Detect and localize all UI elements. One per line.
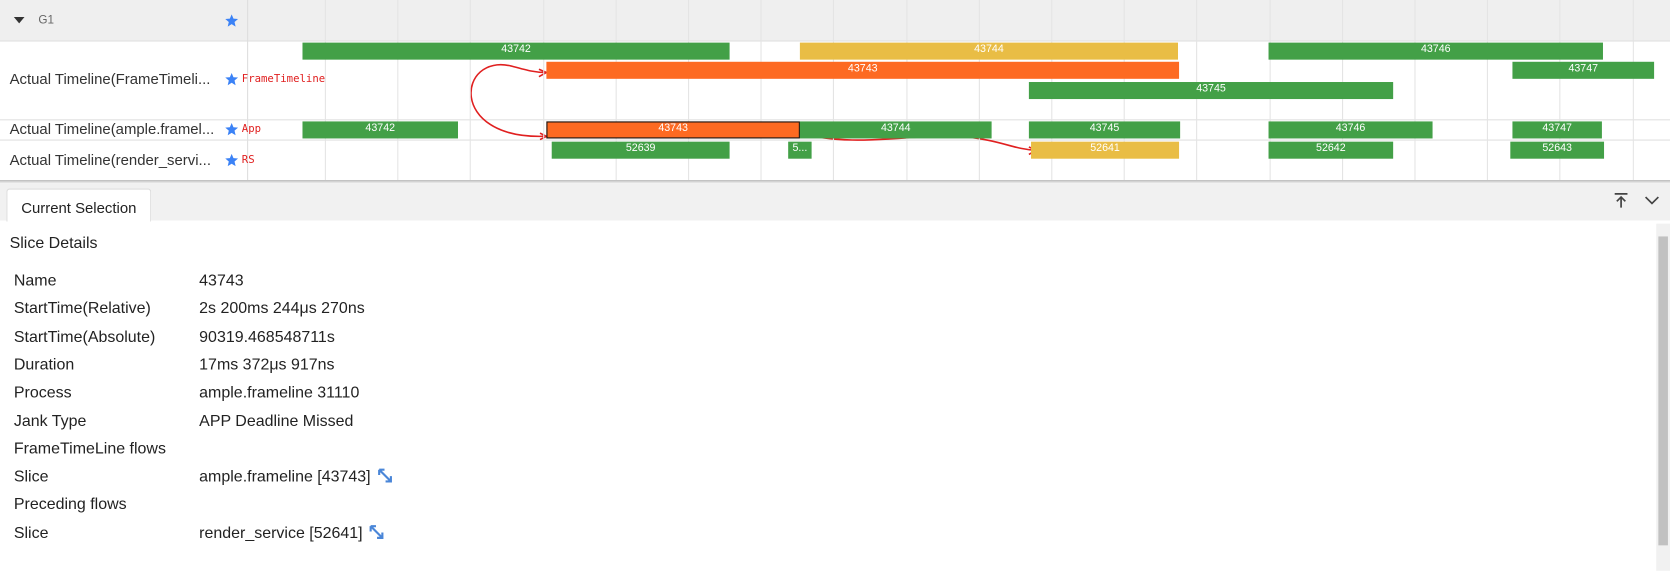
- tab-bar: [0, 183, 1670, 221]
- slice[interactable]: 43747: [1512, 121, 1602, 139]
- slice[interactable]: 43744: [799, 42, 1179, 60]
- detail-key: FrameTimeLine flows: [13, 439, 166, 458]
- detail-key: Process: [13, 383, 72, 402]
- star-icon[interactable]: [225, 153, 239, 172]
- slice[interactable]: 43745: [1028, 121, 1181, 139]
- detail-key: Slice: [13, 523, 49, 542]
- star-icon[interactable]: [225, 14, 239, 28]
- star-icon[interactable]: [225, 72, 239, 91]
- slice[interactable]: 43746: [1268, 121, 1433, 139]
- detail-value: ample.frameline 31110: [199, 383, 360, 402]
- row-tag: FrameTimeline: [241, 73, 326, 86]
- detail-key: Jank Type: [13, 411, 87, 430]
- star-icon[interactable]: [225, 122, 239, 141]
- slice[interactable]: 43743: [546, 121, 800, 139]
- shadow: [0, 180, 1670, 184]
- tab[interactable]: Current Selection: [6, 188, 152, 222]
- grid-line: [760, 0, 762, 181]
- grid-line: [397, 0, 399, 181]
- detail-key: Duration: [13, 355, 75, 374]
- grid-line: [1414, 0, 1416, 181]
- detail-value: 90319.468548711s: [199, 327, 335, 346]
- detail-key: Slice: [13, 467, 49, 486]
- slice[interactable]: 43746: [1268, 42, 1603, 60]
- grid-line: [615, 0, 617, 181]
- row-border: [0, 119, 1670, 121]
- slice[interactable]: 52643: [1510, 141, 1605, 159]
- detail-value: 17ms 372μs 917ns: [199, 355, 335, 374]
- collapse-panel-icon[interactable]: [1644, 195, 1660, 206]
- grid-line: [469, 0, 471, 181]
- detail-key: StartTime(Absolute): [13, 327, 156, 346]
- slice[interactable]: 43747: [1512, 61, 1655, 79]
- scrollbar[interactable]: [1656, 223, 1670, 571]
- slice[interactable]: 52641: [1031, 141, 1180, 159]
- detail-value: ample.frameline [43743]: [199, 467, 371, 486]
- detail-key: Name: [13, 271, 57, 290]
- jump-link[interactable]: [369, 524, 386, 546]
- detail-value: APP Deadline Missed: [199, 411, 354, 430]
- slice[interactable]: 43744: [799, 121, 992, 139]
- slice[interactable]: 43742: [302, 42, 730, 60]
- slice[interactable]: 5...: [788, 141, 812, 159]
- slice[interactable]: 43742: [302, 121, 458, 139]
- slice[interactable]: 43745: [1028, 82, 1394, 100]
- row-label: Actual Timeline(ample.framel...: [9, 120, 215, 138]
- grid-line: [906, 0, 908, 181]
- grid-line: [1632, 0, 1634, 181]
- collapse-icon[interactable]: [13, 15, 26, 26]
- grid-line: [978, 0, 980, 181]
- grid-line: [1559, 0, 1561, 181]
- detail-value: 2s 200ms 244μs 270ns: [199, 299, 365, 318]
- grid-line: [688, 0, 690, 181]
- jump-link[interactable]: [377, 468, 394, 490]
- detail-value: 43743: [199, 271, 244, 290]
- slice[interactable]: 43743: [546, 61, 1180, 79]
- grid-line: [1486, 0, 1488, 181]
- slice[interactable]: 52642: [1268, 141, 1394, 159]
- divider: [247, 0, 249, 181]
- group-name: G1: [38, 13, 54, 27]
- row-tag: App: [241, 123, 262, 136]
- row-border: [0, 139, 1670, 141]
- detail-key: Preceding flows: [13, 495, 127, 514]
- pin-icon[interactable]: [1614, 192, 1629, 208]
- detail-key: StartTime(Relative): [13, 299, 151, 318]
- grid-line: [324, 0, 326, 181]
- row-tag: RS: [241, 154, 255, 167]
- group-header: [0, 0, 1670, 42]
- row-label: Actual Timeline(render_servi...: [9, 151, 211, 169]
- detail-value: render_service [52641]: [199, 523, 363, 542]
- details-title: Slice Details: [9, 234, 98, 253]
- grid-line: [832, 0, 834, 181]
- grid-line: [543, 0, 545, 181]
- row-label: Actual Timeline(FrameTimeli...: [9, 70, 211, 88]
- slice[interactable]: 52639: [551, 141, 730, 159]
